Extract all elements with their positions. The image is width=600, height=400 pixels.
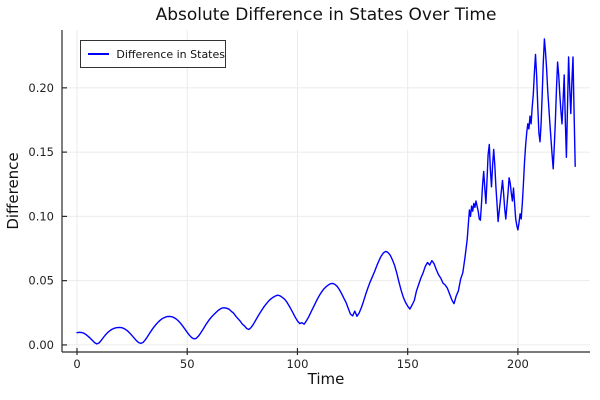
legend: Difference in States: [80, 40, 226, 68]
tick-label-x-150: 150: [397, 357, 419, 371]
tick-label-x-100: 100: [286, 357, 308, 371]
tick-label-y-0.15: 0.15: [28, 145, 54, 159]
series-line-0: [76, 38, 576, 345]
tick-label-x-200: 200: [507, 357, 529, 371]
tick-label-y-0.2: 0.20: [28, 81, 54, 95]
tick-label-x-50: 50: [180, 357, 195, 371]
tick-label-x-0: 0: [73, 357, 80, 371]
legend-entry-label: Difference in States: [116, 47, 225, 61]
tick-label-y-0.1: 0.10: [28, 209, 54, 223]
tick-label-y-0.05: 0.05: [28, 274, 54, 288]
tick-label-y-0: 0.00: [28, 338, 54, 352]
y-axis-label: Difference: [4, 152, 22, 230]
chart-title: Absolute Difference in States Over Time: [155, 5, 497, 25]
x-axis-label: Time: [307, 370, 345, 388]
legend-line-sample: [88, 53, 110, 55]
